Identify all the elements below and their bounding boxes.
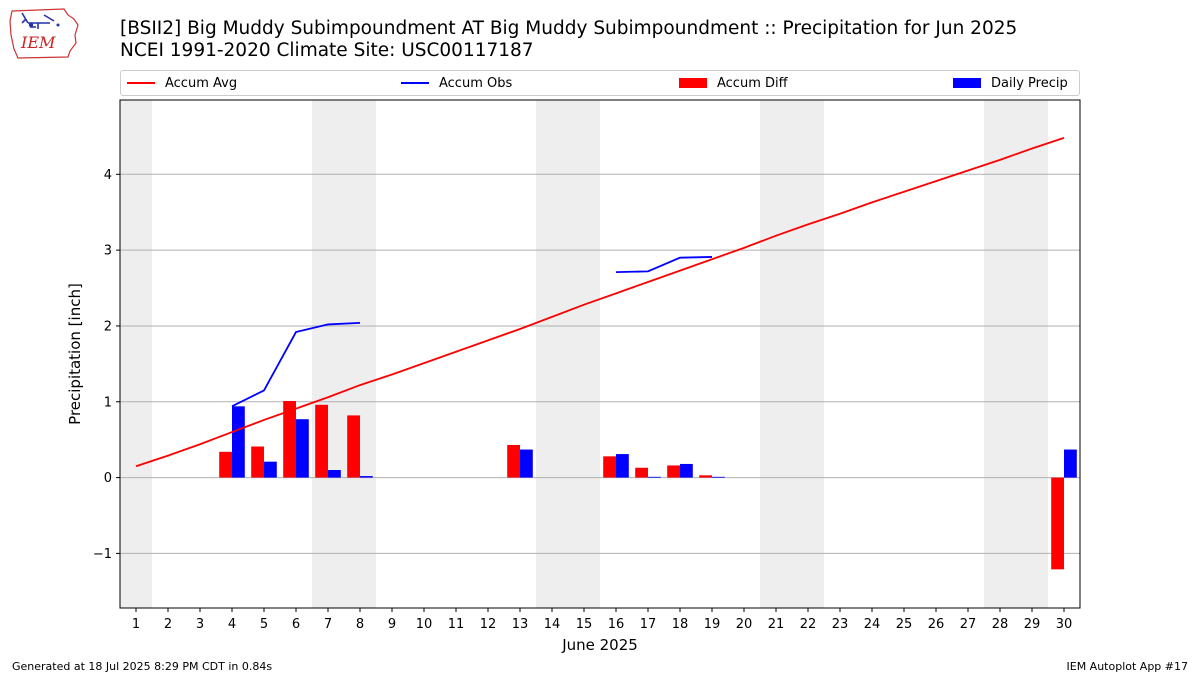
x-tick-label: 1 (132, 617, 140, 632)
accum-diff-bar (507, 444, 520, 478)
legend-label: Accum Avg (165, 75, 238, 91)
chart-title: [BSII2] Big Muddy Subimpoundment AT Big … (120, 18, 1018, 39)
weekend-band (984, 100, 1048, 608)
x-tick-label: 10 (416, 617, 433, 632)
x-tick-label: 12 (480, 617, 497, 632)
x-tick-label: 29 (1024, 617, 1041, 632)
weekend-band (760, 100, 824, 608)
legend-label: Accum Obs (439, 75, 513, 91)
x-tick-label: 19 (704, 617, 721, 632)
x-tick-label: 11 (448, 617, 465, 632)
x-tick-label: 16 (608, 617, 625, 632)
x-tick-label: 3 (196, 617, 204, 632)
footer-generated: Generated at 18 Jul 2025 8:29 PM CDT in … (12, 660, 273, 673)
x-tick-label: 21 (768, 617, 785, 632)
legend-item-daily-precip: Daily Precip (953, 71, 1068, 95)
accum-diff-bar (315, 404, 328, 478)
legend-item-accum-avg: Accum Avg (127, 71, 237, 95)
daily-precip-bar (1064, 449, 1077, 478)
daily-precip-bar (520, 449, 533, 478)
accum-diff-bar (347, 415, 360, 478)
y-tick-label: 3 (104, 244, 112, 259)
x-tick-label: 24 (864, 617, 881, 632)
x-tick-label: 23 (832, 617, 849, 632)
x-tick-label: 20 (736, 617, 753, 632)
x-tick-label: 28 (992, 617, 1009, 632)
weekend-band (312, 100, 376, 608)
plot-frame (119, 99, 1081, 609)
accum-diff-bar (1051, 477, 1064, 570)
weekend-band (536, 100, 600, 608)
x-axis-label: June 2025 (561, 636, 638, 654)
x-tick-label: 9 (388, 617, 396, 632)
y-tick-label: −1 (93, 547, 112, 562)
accum-diff-bar (699, 475, 712, 478)
accum-diff-bar (635, 467, 648, 478)
iem-logo: IEM (9, 8, 79, 59)
daily-precip-bar (648, 476, 661, 478)
x-tick-label: 2 (164, 617, 172, 632)
x-tick-label: 25 (896, 617, 913, 632)
y-tick-label: 0 (104, 471, 112, 486)
chart-subtitle: NCEI 1991-2020 Climate Site: USC00117187 (120, 40, 534, 61)
daily-precip-bar (232, 406, 245, 478)
iowa-state-outline-icon (9, 8, 79, 59)
x-tick-label: 6 (292, 617, 300, 632)
x-tick-label: 22 (800, 617, 817, 632)
accum-diff-bar (603, 456, 616, 478)
logo-text: IEM (20, 33, 56, 52)
x-tick-label: 18 (672, 617, 689, 632)
weather-station-icon (21, 12, 55, 29)
x-tick-label: 17 (640, 617, 657, 632)
weekend-band (120, 100, 152, 608)
legend: Accum Avg Accum Obs Accum Diff Daily Pre… (120, 70, 1080, 96)
accum-obs-line (615, 256, 713, 274)
accum-obs-line (231, 322, 361, 408)
daily-precip-bar (680, 463, 693, 478)
x-tick-label: 14 (544, 617, 561, 632)
y-tick-label: 2 (104, 319, 112, 334)
daily-precip-bar (360, 476, 373, 478)
y-tick-label: 1 (104, 395, 112, 410)
x-tick-label: 27 (960, 617, 977, 632)
daily-precip-bar (616, 454, 629, 478)
x-tick-label: 8 (356, 617, 364, 632)
x-tick-label: 4 (228, 617, 236, 632)
legend-label: Daily Precip (991, 75, 1068, 91)
legend-line-icon (127, 82, 155, 84)
x-tick-label: 26 (928, 617, 945, 632)
x-tick-label: 7 (324, 617, 332, 632)
legend-patch-icon (679, 78, 707, 88)
y-axis-label: Precipitation [inch] (66, 283, 84, 425)
accum-diff-bar (251, 446, 264, 478)
y-tick-label: 4 (104, 168, 112, 183)
daily-precip-bar (328, 470, 341, 478)
accum-diff-bar (219, 451, 232, 478)
x-tick-label: 13 (512, 617, 529, 632)
daily-precip-bar (296, 419, 309, 478)
x-tick-label: 30 (1056, 617, 1073, 632)
footer-app: IEM Autoplot App #17 (1066, 660, 1189, 673)
accum-diff-bar (283, 401, 296, 478)
daily-precip-bar (712, 476, 725, 478)
x-tick-label: 5 (260, 617, 268, 632)
legend-item-accum-obs: Accum Obs (401, 71, 512, 95)
accum-avg-line (135, 137, 1065, 468)
legend-patch-icon (953, 78, 981, 88)
legend-item-accum-diff: Accum Diff (679, 71, 788, 95)
legend-line-icon (401, 82, 429, 84)
accum-diff-bar (667, 465, 680, 478)
daily-precip-bar (264, 461, 277, 478)
x-tick-label: 15 (576, 617, 593, 632)
legend-label: Accum Diff (717, 75, 788, 91)
